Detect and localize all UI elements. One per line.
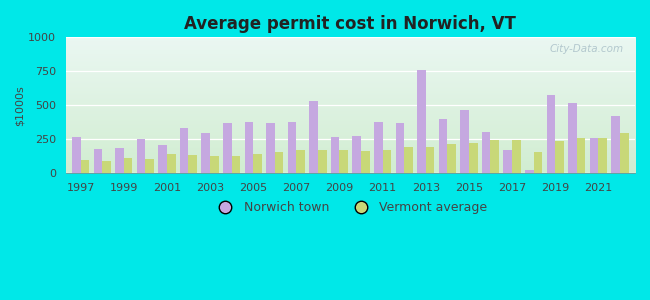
Bar [404,147,413,173]
Bar [568,103,577,173]
Bar [254,154,262,173]
Bar [296,150,305,173]
Y-axis label: $1000s: $1000s [15,85,25,126]
Bar [167,154,176,173]
Bar [72,137,81,173]
Bar [244,122,254,173]
Bar [124,158,133,173]
Bar [426,147,434,173]
Bar [188,155,197,173]
Bar [599,138,607,173]
Bar [469,143,478,173]
Legend: Norwich town, Vermont average: Norwich town, Vermont average [208,196,493,219]
Bar [525,170,534,173]
Bar [512,140,521,173]
Bar [136,140,146,173]
Bar [611,116,620,173]
Bar [94,149,102,173]
Bar [202,133,210,173]
Bar [417,70,426,173]
Bar [158,145,167,173]
Bar [180,128,188,173]
Bar [374,122,383,173]
Bar [146,159,154,173]
Bar [491,140,499,173]
Bar [555,142,564,173]
Bar [447,144,456,173]
Bar [331,137,339,173]
Bar [482,132,491,173]
Bar [231,156,240,173]
Bar [223,123,231,173]
Bar [503,150,512,173]
Bar [460,110,469,173]
Bar [102,160,110,173]
Bar [210,156,218,173]
Bar [81,160,89,173]
Bar [318,150,326,173]
Bar [275,152,283,173]
Bar [266,123,275,173]
Bar [396,123,404,173]
Bar [620,133,629,173]
Bar [309,100,318,173]
Bar [383,150,391,173]
Bar [547,95,555,173]
Title: Average permit cost in Norwich, VT: Average permit cost in Norwich, VT [185,15,516,33]
Bar [115,148,124,173]
Bar [534,152,542,173]
Bar [288,122,296,173]
Text: City-Data.com: City-Data.com [549,44,623,54]
Bar [361,151,370,173]
Bar [439,119,447,173]
Bar [577,138,586,173]
Bar [339,150,348,173]
Bar [352,136,361,173]
Bar [590,138,599,173]
